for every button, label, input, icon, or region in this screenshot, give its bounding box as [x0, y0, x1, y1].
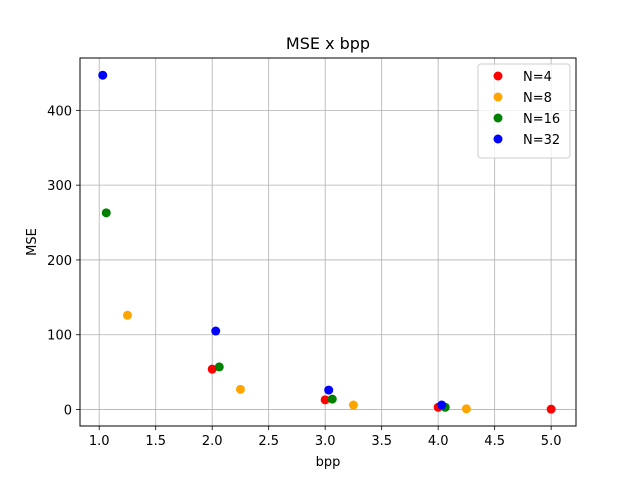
x-tick-label: 2.0: [202, 434, 223, 449]
data-point-n-16: [101, 208, 111, 218]
x-axis-label: bpp: [316, 455, 341, 470]
legend-label: N=32: [523, 133, 560, 148]
y-tick-label: 0: [64, 404, 72, 419]
x-tick-label: 3.0: [315, 434, 336, 449]
data-point-n-32: [437, 400, 447, 410]
data-point-n-8: [461, 404, 471, 414]
y-tick-label: 400: [47, 104, 72, 119]
data-point-n-16: [214, 362, 224, 372]
y-axis-label: MSE: [25, 228, 40, 256]
data-point-n-8: [235, 384, 245, 394]
data-point-n-8: [348, 400, 358, 410]
x-tick-label: 4.5: [484, 434, 505, 449]
data-points: [98, 70, 556, 414]
data-point-n-16: [327, 394, 337, 404]
plot-area-frame: [79, 57, 577, 427]
legend-box: [477, 63, 571, 159]
y-tick-label: 100: [47, 329, 72, 344]
legend-label: N=4: [523, 70, 552, 85]
legend-marker: [493, 113, 503, 123]
y-tick-label: 300: [47, 179, 72, 194]
axis-ticks: 1.0 1.5 2.0 2.5 3.0 3.5 4.0 4.5 5.0 0 100 200 300 400: [47, 104, 561, 449]
x-tick-label: 4.0: [428, 434, 449, 449]
x-tick-label: 1.0: [89, 434, 110, 449]
x-tick-label: 3.5: [371, 434, 392, 449]
x-tick-label: 5.0: [541, 434, 562, 449]
legend-marker: [493, 71, 503, 81]
legend-label: N=16: [523, 112, 560, 127]
data-point-n-4: [320, 395, 330, 405]
legend-label: N=8: [523, 91, 552, 106]
x-tick-label: 1.5: [145, 434, 166, 449]
legend: N=4 N=8 N=16 N=32: [477, 63, 571, 159]
data-point-n-8: [122, 310, 132, 320]
data-point-n-32: [324, 385, 334, 395]
data-point-n-32: [98, 70, 108, 80]
legend-marker: [493, 134, 503, 144]
data-point-n-4: [546, 404, 556, 414]
chart-title: MSE x bpp: [286, 34, 370, 53]
y-tick-label: 200: [47, 254, 72, 269]
data-point-n-4: [207, 364, 217, 374]
x-tick-label: 2.5: [258, 434, 279, 449]
data-point-n-32: [211, 326, 221, 336]
legend-marker: [493, 92, 503, 102]
